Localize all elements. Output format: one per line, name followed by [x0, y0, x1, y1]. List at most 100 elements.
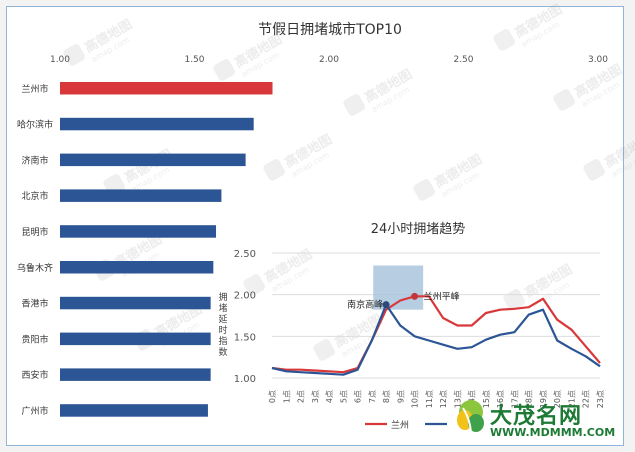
- watermark-mark: [413, 179, 435, 201]
- line-x-tick-label: 2点: [297, 390, 306, 403]
- line-x-tick-label: 3点: [311, 390, 320, 403]
- line-x-tick-label: 17点: [510, 390, 519, 408]
- bar-x-tick-label: 1.00: [50, 55, 70, 65]
- line-x-tick-label: 8点: [382, 390, 391, 403]
- annotation-marker: [382, 301, 390, 309]
- line-x-tick-label: 21点: [567, 390, 576, 408]
- bar-x-tick-label: 2.00: [319, 55, 339, 65]
- bar-category-label: 济南市: [21, 154, 48, 166]
- bar-category-label: 贵阳市: [21, 333, 48, 345]
- line-series-0: [271, 295, 601, 374]
- leaf-logo-icon: [457, 400, 484, 437]
- line-y-axis-label-char: 拥: [218, 291, 227, 303]
- bar-x-tick-label: 2.50: [453, 55, 473, 65]
- legend-label: 兰州: [391, 419, 409, 431]
- line-x-tick-label: 1点: [282, 390, 291, 403]
- bar-category-label: 兰州市: [21, 83, 48, 95]
- line-x-tick-label: 22点: [582, 390, 591, 408]
- line-y-tick-label: 1.00: [234, 374, 256, 385]
- bar-兰州市: [60, 82, 273, 95]
- annotation-marker: [411, 292, 419, 300]
- site-logo: 大茂名网 WWW.MDMMM.COM: [454, 396, 630, 446]
- bar-x-axis: 1.00 1.50 2.00 2.50 3.00: [50, 55, 608, 65]
- bar-济南市: [60, 153, 246, 167]
- line-chart-title: 24小时拥堵趋势: [371, 221, 466, 237]
- bar-贵阳市: [60, 332, 211, 346]
- bar-category-label: 香港市: [21, 298, 48, 310]
- bar-香港市: [60, 296, 211, 310]
- watermark-mark: [213, 59, 235, 81]
- bar-category-label: 昆明市: [21, 226, 48, 238]
- line-x-tick-label: 16点: [496, 390, 505, 408]
- bar-series: [60, 82, 273, 417]
- line-y-axis-label-char: 指: [218, 335, 227, 347]
- watermark-mark: [583, 159, 605, 181]
- watermark-mark: [493, 29, 515, 51]
- line-y-tick-label: 1.50: [234, 332, 256, 343]
- bar-x-tick-label: 3.00: [588, 55, 608, 65]
- line-gridlines: [272, 252, 600, 379]
- line-x-tick-label: 5点: [339, 390, 348, 403]
- line-series-1: [271, 303, 601, 376]
- line-x-tick-label: 11点: [425, 390, 434, 408]
- bar-category-label: 北京市: [21, 190, 48, 202]
- watermark-mark: [343, 94, 365, 116]
- watermark-mark: [63, 44, 85, 66]
- line-x-tick-label: 15点: [482, 390, 491, 408]
- logo-url: WWW.MDMMM.COM: [490, 426, 616, 439]
- watermark-mark: [263, 159, 285, 181]
- line-x-tick-label: 4点: [325, 390, 334, 403]
- line-y-axis-label-char: 数: [218, 346, 227, 358]
- bar-北京市: [60, 189, 222, 202]
- annotation-label: 兰州平峰: [424, 290, 460, 302]
- line-x-tick-label: 7点: [368, 390, 377, 403]
- bar-西安市: [60, 368, 211, 381]
- line-x-tick-label: 12点: [439, 390, 448, 408]
- line-x-tick-label: 19点: [539, 390, 548, 408]
- bar-哈尔滨市: [60, 117, 254, 131]
- line-y-tick-label: 2.50: [234, 249, 256, 260]
- bar-昆明市: [60, 225, 217, 238]
- line-annotations: 南京高峰 兰州平峰: [347, 290, 460, 310]
- annotation-label: 南京高峰: [347, 299, 383, 311]
- bar-chart-title: 节假日拥堵城市TOP10: [258, 21, 402, 38]
- bar-category-label: 广州市: [21, 405, 48, 417]
- line-x-tick-label: 20点: [553, 390, 562, 408]
- bar-category-label: 西安市: [21, 369, 48, 381]
- line-x-tick-label: 13点: [453, 390, 462, 408]
- line-legend: 兰州: [365, 419, 447, 431]
- line-series-group: [271, 295, 601, 376]
- line-x-tick-label: 14点: [468, 390, 477, 408]
- bar-乌鲁木齐: [60, 261, 214, 274]
- line-x-tick-label: 23点: [596, 390, 605, 408]
- line-y-axis: 1.00 1.50 2.00 2.50: [234, 249, 256, 385]
- bar-category-label: 哈尔滨市: [17, 119, 53, 131]
- line-y-tick-label: 2.00: [234, 291, 256, 302]
- watermark-mark: [243, 274, 265, 296]
- line-x-axis: 0点 1点 2点 3点 4点 5点 6点 7点 8点 9点 10点 11点 12点 13点 14点 15点 16…: [268, 390, 605, 408]
- line-x-tick-label: 9点: [396, 390, 405, 403]
- bar-x-tick-label: 1.50: [184, 55, 204, 65]
- line-x-tick-label: 0点: [268, 390, 277, 403]
- bar-category-label: 乌鲁木齐: [17, 262, 53, 274]
- line-y-axis-label-char: 堵: [218, 302, 227, 314]
- bar-广州市: [60, 404, 208, 417]
- line-x-tick-label: 6点: [354, 390, 363, 403]
- line-y-axis-label-char: 时: [218, 324, 227, 336]
- line-x-tick-label: 10点: [411, 390, 420, 408]
- watermark-mark: [313, 339, 335, 361]
